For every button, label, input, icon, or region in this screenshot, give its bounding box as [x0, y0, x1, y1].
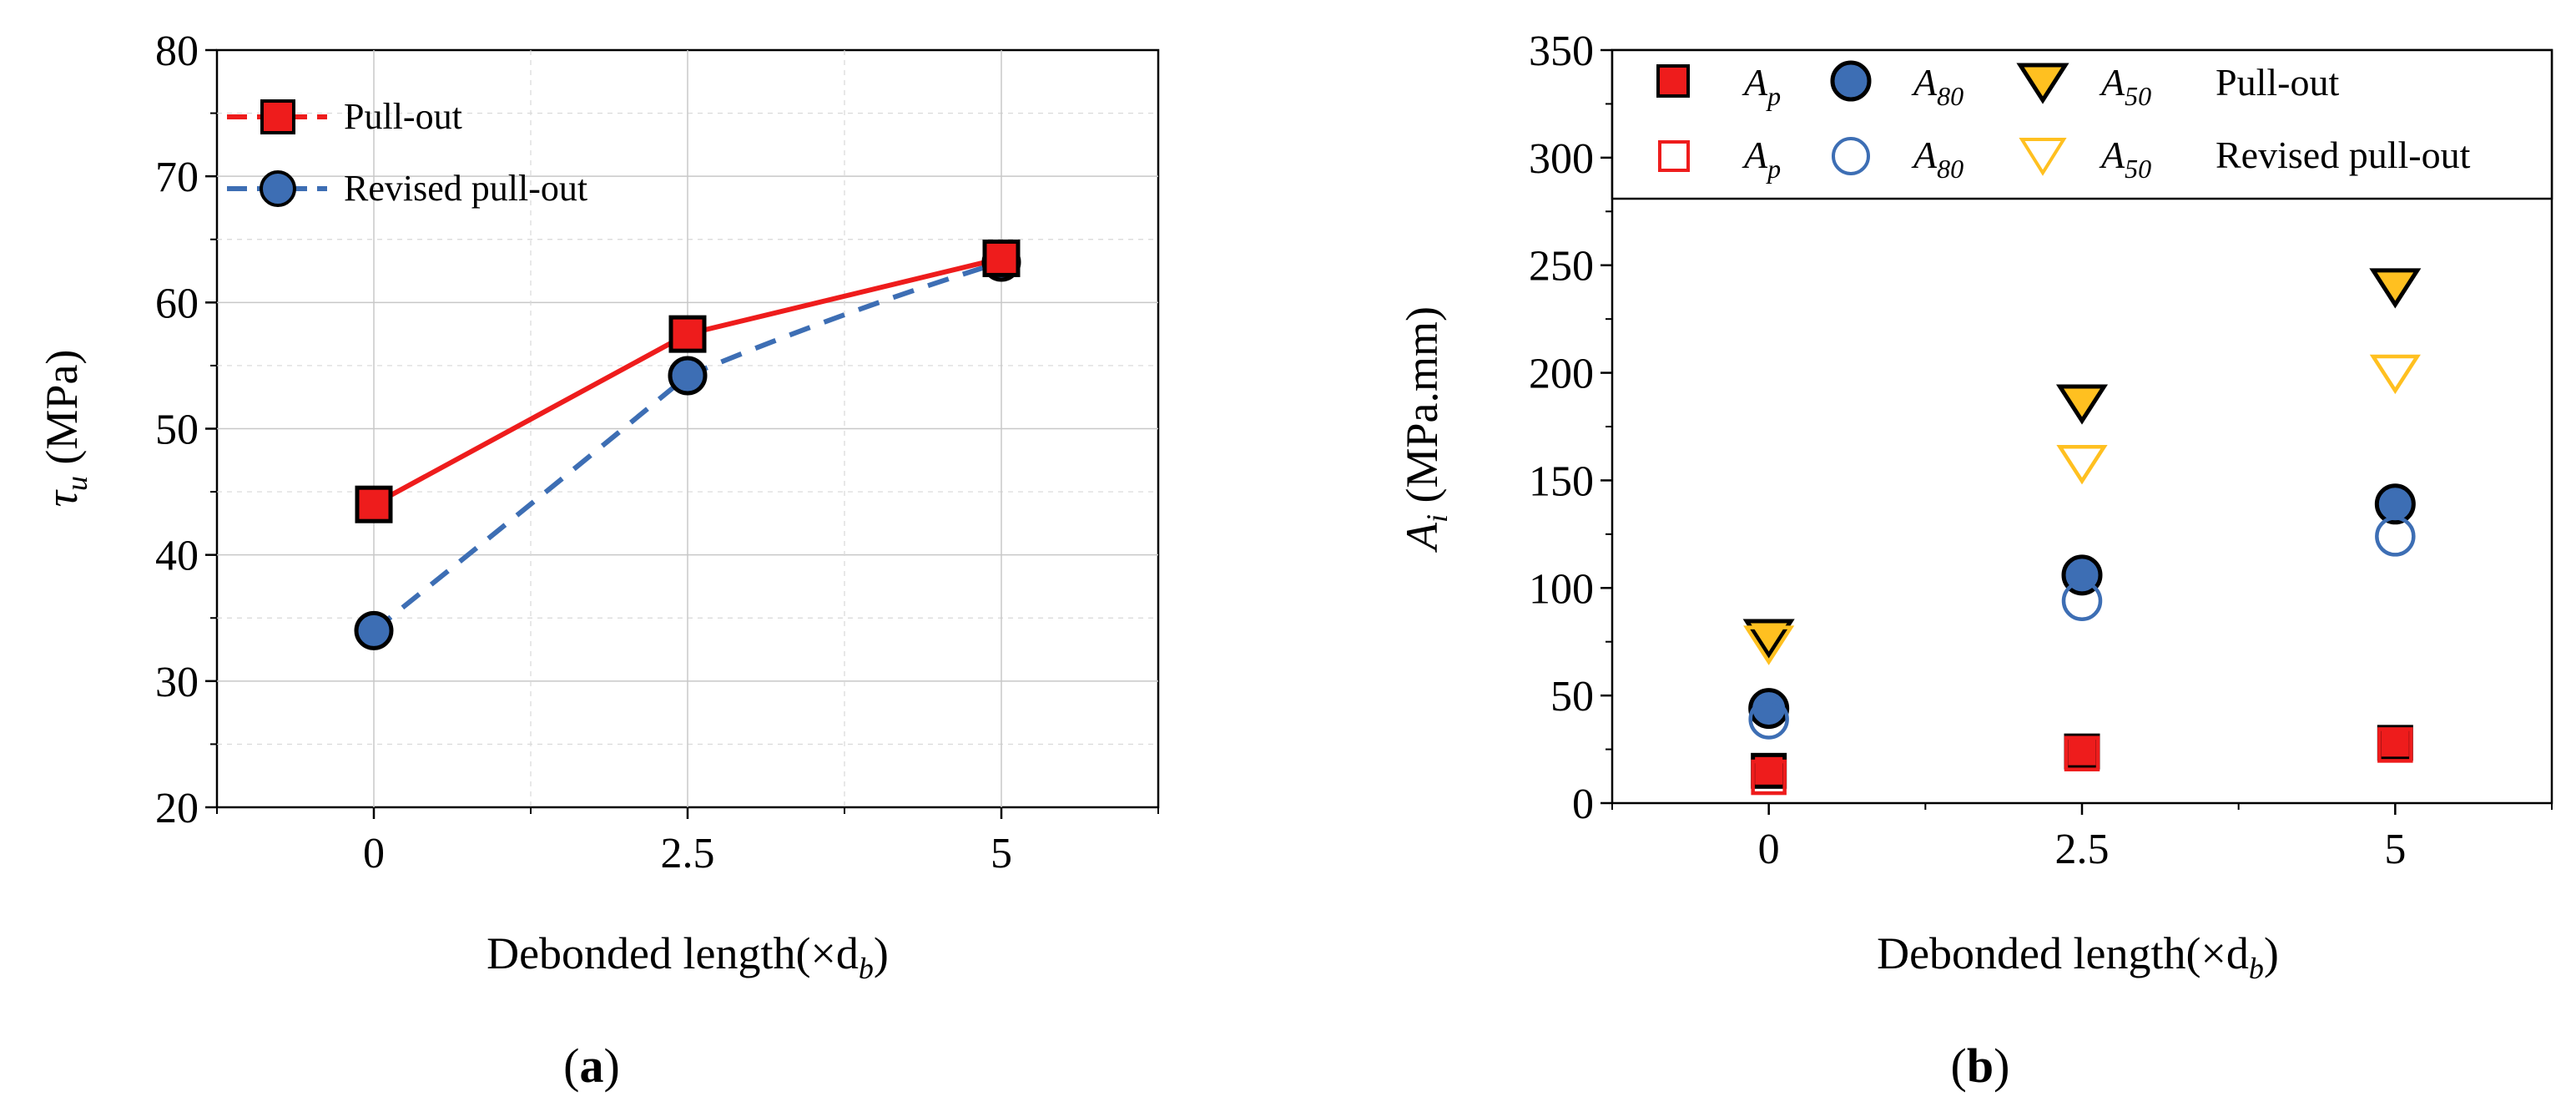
legend-b-a80-filled [1830, 60, 1872, 102]
chart-a-gridlines [217, 50, 1158, 807]
legend-b-revised-label: Revised pull-out [2216, 134, 2471, 176]
y-tick-label: 50 [155, 407, 199, 454]
x-tick-label: 0 [1758, 826, 1780, 873]
chart-a-legend: Pull-out Revised pull-out [227, 96, 587, 209]
series-revised-line [372, 260, 1002, 633]
legend-b-ap-hollow [1658, 140, 1690, 172]
y-tick-label: 100 [1529, 565, 1594, 613]
chart-b: 0 50 100 150 200 250 300 350 0 2.5 5 Ap A80 A50 Pu… [1397, 28, 2553, 1093]
y-tick-label: 350 [1529, 28, 1594, 75]
chart-b-legend: Ap A80 A50 Pull-out Ap A80 A50 Revised p… [1611, 48, 2553, 200]
y-tick-label: 60 [155, 280, 199, 327]
chart-b-ticks: 0 50 100 150 200 250 300 350 0 2.5 5 [1529, 28, 2553, 873]
legend-b-a80-label-2: A80 [1911, 134, 1964, 184]
legend-b-a50-label-2: A50 [2099, 134, 2151, 184]
x-tick-label: 5 [991, 830, 1012, 877]
point-a-p-revised-pull-out [1751, 759, 1787, 796]
chart-a-xlabel: Debonded length(×db) [486, 928, 889, 985]
chart-b-legend-box [1611, 48, 2553, 200]
legend-b-a80-hollow [1832, 137, 1870, 175]
point-a-50-pull-out [2055, 384, 2109, 425]
y-tick-label: 0 [1572, 781, 1594, 828]
y-tick-label: 300 [1529, 135, 1594, 183]
chart-a: 20 30 40 50 60 70 80 0 2.5 5 Pull-out Revised pul… [37, 28, 1160, 1093]
x-tick-label: 0 [363, 830, 385, 877]
legend-b-a50-filled [2016, 63, 2069, 104]
point-a-80-pull-out [2374, 483, 2416, 525]
point-a-p-revised-pull-out [2377, 727, 2413, 763]
point-a-50-revised-pull-out [2056, 444, 2108, 485]
point-a-80-pull-out [1748, 688, 1790, 730]
legend-a-revised-marker [260, 170, 296, 207]
legend-a-pullout-label: Pull-out [344, 96, 462, 137]
chart-b-ylabel: Ai (MPa.mm) [1397, 306, 1454, 553]
y-tick-label: 150 [1529, 457, 1594, 505]
chart-a-ylabel: τu (MPa) [37, 350, 93, 508]
x-tick-label: 5 [2384, 826, 2406, 873]
chart-b-xlabel: Debonded length(×db) [1877, 928, 2279, 985]
pullout-point [982, 239, 1021, 277]
point-a-p-revised-pull-out [2064, 735, 2100, 771]
legend-b-pullout-label: Pull-out [2216, 61, 2339, 104]
point-a-50-pull-out [2369, 268, 2422, 309]
revised-point [668, 356, 708, 396]
point-a-50-pull-out [1742, 619, 1795, 660]
point-a-50-revised-pull-out [1743, 625, 1795, 665]
legend-b-ap-filled [1656, 64, 1690, 98]
pullout-point [668, 315, 707, 353]
legend-b-ap-label-1: Ap [1742, 61, 1781, 111]
chart-b-panel-label: (b) [1951, 1039, 2010, 1093]
legend-a-pullout-marker [260, 99, 295, 134]
legend-a-revised-label: Revised pull-out [344, 168, 587, 209]
point-a-80-revised-pull-out [2061, 580, 2103, 621]
chart-b-markers [1742, 268, 2422, 796]
legend-b-a80-label-1: A80 [1911, 61, 1964, 111]
revised-point [354, 610, 394, 650]
y-tick-label: 50 [1550, 673, 1594, 720]
x-tick-label: 2.5 [2055, 826, 2110, 873]
legend-b-ap-label-2: Ap [1742, 134, 1781, 184]
y-tick-label: 80 [155, 28, 199, 75]
x-tick-label: 2.5 [661, 830, 715, 877]
y-tick-label: 30 [155, 659, 199, 706]
point-a-80-revised-pull-out [2375, 516, 2416, 557]
y-tick-label: 250 [1529, 243, 1594, 291]
legend-b-a50-hollow [2019, 138, 2067, 176]
point-a-50-revised-pull-out [2369, 354, 2421, 395]
chart-a-ticks: 20 30 40 50 60 70 80 0 2.5 5 [155, 28, 1159, 877]
y-tick-label: 70 [155, 154, 199, 201]
point-a-p-pull-out [2377, 725, 2413, 761]
y-tick-label: 40 [155, 533, 199, 580]
point-a-80-revised-pull-out [1748, 699, 1789, 740]
y-tick-label: 200 [1529, 351, 1594, 398]
point-a-p-pull-out [2064, 733, 2100, 770]
chart-a-panel-label: (a) [563, 1039, 620, 1093]
chart-a-markers [354, 239, 1021, 650]
legend-b-a50-label-1: A50 [2099, 61, 2151, 111]
pullout-point [355, 485, 393, 523]
y-tick-label: 20 [155, 785, 199, 832]
